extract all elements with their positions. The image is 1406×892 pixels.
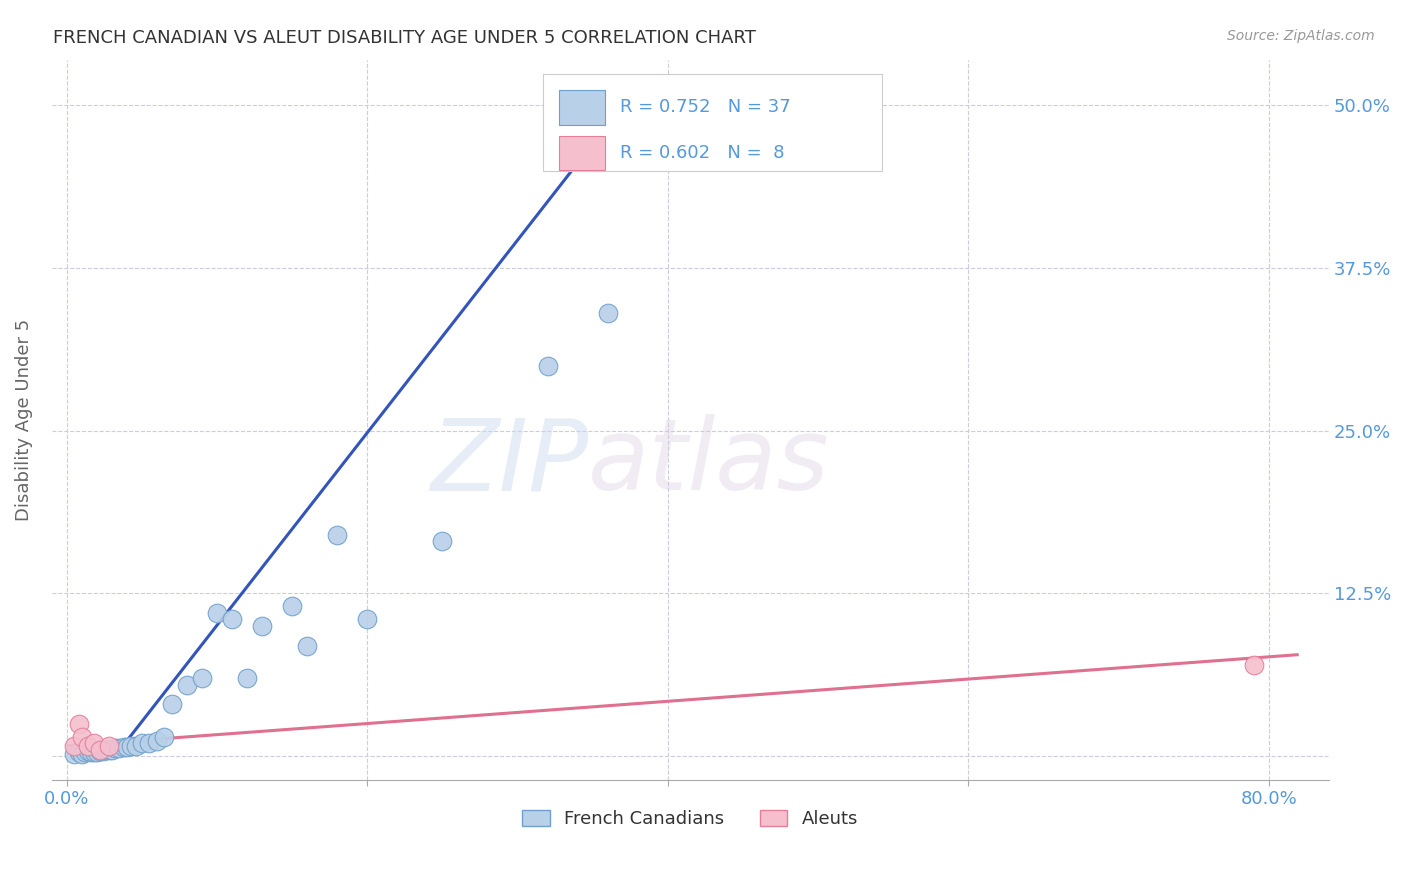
- Point: [101, 742, 124, 756]
- Text: R = 0.752   N = 37: R = 0.752 N = 37: [620, 98, 790, 117]
- Point: [138, 736, 160, 750]
- Point: [104, 741, 127, 756]
- Point: [83, 745, 105, 759]
- FancyBboxPatch shape: [558, 90, 605, 125]
- Point: [70, 747, 93, 761]
- Point: [63, 739, 86, 753]
- Point: [67, 745, 90, 759]
- Point: [131, 736, 153, 750]
- Point: [191, 671, 214, 685]
- Point: [536, 359, 558, 373]
- Point: [76, 744, 98, 758]
- Point: [83, 736, 105, 750]
- Point: [112, 740, 135, 755]
- Point: [176, 677, 198, 691]
- Point: [153, 730, 176, 744]
- Point: [236, 671, 259, 685]
- Point: [221, 612, 243, 626]
- Point: [356, 612, 378, 626]
- Point: [596, 306, 619, 320]
- Point: [146, 733, 169, 747]
- Point: [86, 745, 108, 759]
- Point: [125, 739, 148, 753]
- Point: [160, 697, 183, 711]
- Point: [1243, 658, 1265, 673]
- Point: [94, 742, 117, 756]
- Point: [108, 741, 131, 756]
- Point: [80, 745, 103, 759]
- Point: [89, 742, 111, 756]
- Point: [91, 744, 114, 758]
- Point: [97, 742, 120, 756]
- FancyBboxPatch shape: [543, 74, 882, 171]
- Text: R = 0.602   N =  8: R = 0.602 N = 8: [620, 145, 785, 162]
- Point: [205, 606, 228, 620]
- Point: [120, 739, 142, 753]
- FancyBboxPatch shape: [558, 136, 605, 170]
- Point: [250, 619, 273, 633]
- Text: ZIP: ZIP: [430, 414, 588, 511]
- Text: Source: ZipAtlas.com: Source: ZipAtlas.com: [1227, 29, 1375, 43]
- Point: [97, 739, 120, 753]
- Legend: French Canadians, Aleuts: French Canadians, Aleuts: [515, 803, 865, 836]
- Point: [70, 730, 93, 744]
- Point: [432, 534, 454, 549]
- Point: [63, 747, 86, 761]
- Text: FRENCH CANADIAN VS ALEUT DISABILITY AGE UNDER 5 CORRELATION CHART: FRENCH CANADIAN VS ALEUT DISABILITY AGE …: [53, 29, 756, 46]
- Text: atlas: atlas: [588, 414, 830, 511]
- Point: [89, 744, 111, 758]
- Point: [295, 639, 318, 653]
- Point: [326, 528, 349, 542]
- Point: [115, 740, 138, 755]
- Point: [67, 716, 90, 731]
- Point: [281, 599, 304, 614]
- Point: [76, 739, 98, 753]
- Y-axis label: Disability Age Under 5: Disability Age Under 5: [15, 318, 32, 521]
- Point: [73, 745, 96, 759]
